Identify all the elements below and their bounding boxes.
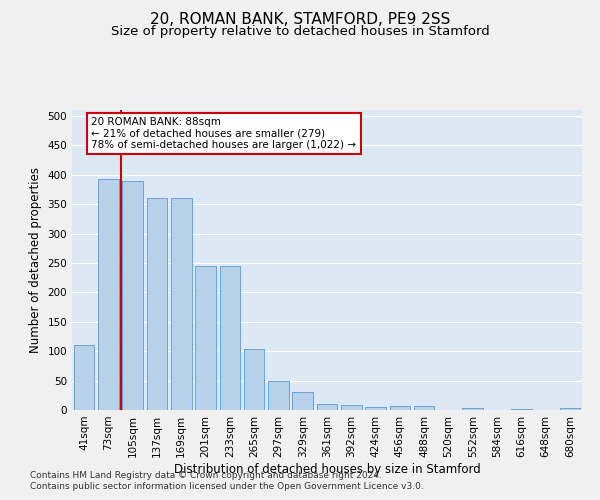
Bar xyxy=(122,180,143,410)
Bar xyxy=(195,266,216,410)
Bar xyxy=(317,404,337,410)
Bar xyxy=(365,407,386,410)
Bar xyxy=(268,380,289,410)
Bar xyxy=(146,198,167,410)
Text: 20, ROMAN BANK, STAMFORD, PE9 2SS: 20, ROMAN BANK, STAMFORD, PE9 2SS xyxy=(150,12,450,28)
Bar xyxy=(74,346,94,410)
Y-axis label: Number of detached properties: Number of detached properties xyxy=(29,167,42,353)
Bar xyxy=(414,406,434,410)
X-axis label: Distribution of detached houses by size in Stamford: Distribution of detached houses by size … xyxy=(173,462,481,475)
Bar xyxy=(341,406,362,410)
Bar xyxy=(292,392,313,410)
Bar xyxy=(220,266,240,410)
Text: Contains public sector information licensed under the Open Government Licence v3: Contains public sector information licen… xyxy=(30,482,424,491)
Bar xyxy=(389,406,410,410)
Text: Size of property relative to detached houses in Stamford: Size of property relative to detached ho… xyxy=(110,25,490,38)
Bar xyxy=(98,179,119,410)
Text: Contains HM Land Registry data © Crown copyright and database right 2024.: Contains HM Land Registry data © Crown c… xyxy=(30,470,382,480)
Bar xyxy=(511,409,532,410)
Bar xyxy=(171,198,191,410)
Text: 20 ROMAN BANK: 88sqm
← 21% of detached houses are smaller (279)
78% of semi-deta: 20 ROMAN BANK: 88sqm ← 21% of detached h… xyxy=(91,117,356,150)
Bar xyxy=(244,349,265,410)
Bar xyxy=(463,408,483,410)
Bar xyxy=(560,408,580,410)
